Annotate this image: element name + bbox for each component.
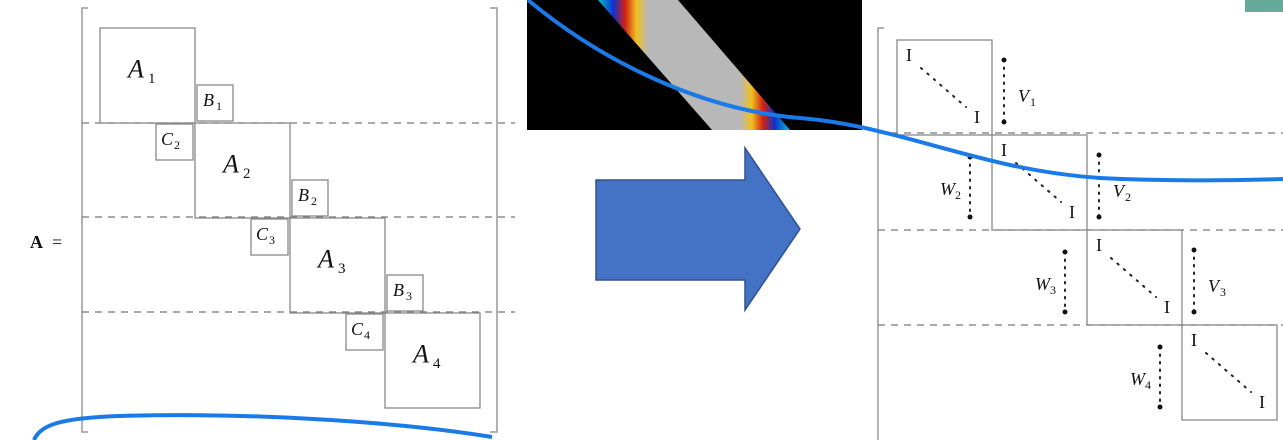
dots [921,68,966,107]
symbol: C [161,129,174,149]
dot [1158,345,1163,350]
subscript: 2 [174,138,180,152]
curve [34,415,492,440]
identity: I [1069,202,1075,222]
subscript: 2 [955,188,961,202]
dot [1192,248,1197,253]
identity: I [1001,140,1007,160]
symbol: A [316,244,334,273]
subscript: 4 [364,328,370,342]
subscript: 1 [216,99,222,113]
dot [1097,215,1102,220]
subscript: 2 [311,194,317,208]
subscript: 2 [243,166,251,182]
identity: I [906,45,912,65]
identity: I [1096,235,1102,255]
dot [1097,153,1102,158]
image-corner [1245,0,1283,12]
symbol: A [221,149,239,178]
identity: I [1191,330,1197,350]
symbol: B [393,280,404,300]
subscript: 1 [148,71,156,87]
subscript: 3 [338,261,346,277]
subscript: 2 [1125,190,1131,204]
symbol: C [351,319,364,339]
subscript: 3 [1220,285,1226,299]
subscript: 3 [1050,283,1056,297]
equals: = [52,232,62,252]
dot [968,215,973,220]
subscript: 1 [1030,95,1036,109]
symbol: B [203,90,214,110]
dot [1002,58,1007,63]
subscript: 3 [406,289,412,303]
dots [1206,353,1251,392]
arrow [596,148,800,310]
identity: I [1164,297,1170,317]
symbol: C [256,224,269,244]
subscript: 3 [269,233,275,247]
bracket [878,28,1283,440]
symbol: B [298,185,309,205]
dot [1192,310,1197,315]
dot [1063,250,1068,255]
symbol: A [126,54,144,83]
lhs: A [30,232,43,252]
identity: I [974,107,980,127]
figure: A=A1A2A3A4B1B2B3C2C3C4IIIIIIIIV1V2V3W2W3… [0,0,1283,440]
dot [1002,120,1007,125]
dots [1111,258,1156,297]
identity: I [1259,392,1265,412]
subscript: 4 [1145,378,1151,392]
symbol: A [411,339,429,368]
subscript: 4 [433,356,441,372]
dot [1063,310,1068,315]
dot [1158,405,1163,410]
